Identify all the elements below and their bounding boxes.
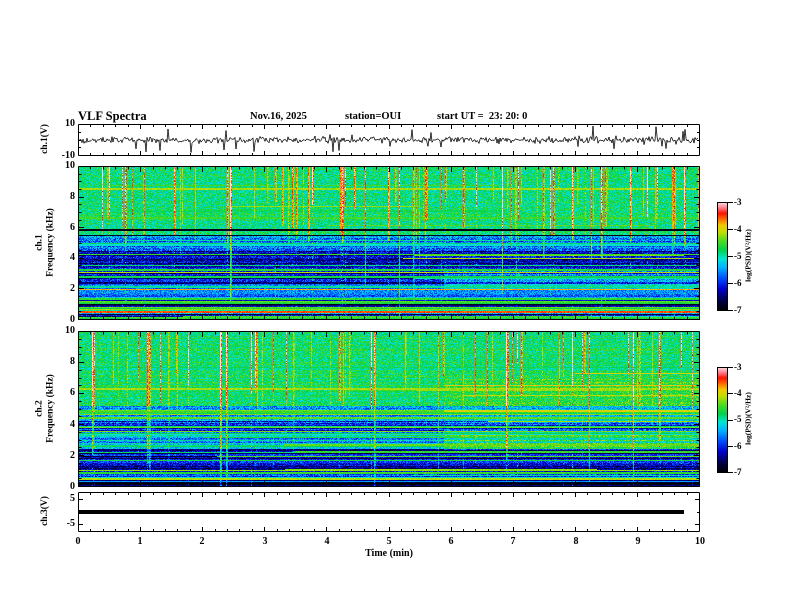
colorbar-ch2 [717, 367, 734, 473]
x-tick-label: 1 [137, 536, 143, 547]
y-tick-label: -5 [66, 518, 75, 529]
ch1-spectrogram-panel [78, 166, 700, 320]
y-tick-label: 5 [70, 493, 75, 504]
date-label: Nov.16, 2025 [250, 111, 307, 122]
y-tick-label: 2 [70, 283, 75, 294]
x-tick-label: 3 [262, 536, 268, 547]
colorbar-tick-label: -6 [734, 278, 742, 288]
y-tick-label: 6 [70, 222, 75, 233]
x-tick-label: 7 [510, 536, 516, 547]
colorbar-ch1 [717, 202, 734, 311]
ch3-waveform-panel [78, 492, 700, 532]
colorbar-tick-label: -3 [734, 197, 742, 207]
y-tick-label: 2 [70, 450, 75, 461]
colorbar-tick-label: -5 [734, 251, 742, 261]
x-tick-label: 9 [635, 536, 641, 547]
y-tick-label: 10 [65, 118, 75, 129]
station-label: station=OUI [345, 111, 402, 122]
ch1-axis-channel: ch.1 [34, 234, 45, 251]
x-tick-label: 0 [75, 536, 81, 547]
colorbar-tick-label: -7 [734, 467, 742, 477]
y-tick-label: -10 [61, 150, 75, 161]
colorbar-tick-label: -7 [734, 305, 742, 315]
y-tick-label: 8 [70, 356, 75, 367]
x-tick-label: 4 [324, 536, 330, 547]
colorbar-tick-label: -5 [734, 414, 742, 424]
colorbar-tick-label: -3 [734, 362, 742, 372]
x-tick-label: 5 [386, 536, 392, 547]
y-tick-label: 8 [70, 191, 75, 202]
x-axis-title: Time (min) [365, 548, 413, 559]
x-tick-label: 10 [695, 536, 705, 547]
x-tick-label: 8 [573, 536, 579, 547]
start-ut-label: start UT = 23: 20: 0 [437, 111, 528, 122]
y-tick-label: 10 [65, 325, 75, 336]
y-tick-label: 10 [65, 160, 75, 171]
y-tick-label: 0 [70, 314, 75, 325]
y-tick-label: 4 [70, 419, 75, 430]
colorbar-tick-label: -4 [734, 224, 742, 234]
ch1-waveform-panel [78, 124, 700, 156]
x-tick-label: 2 [199, 536, 205, 547]
y-tick-label: 0 [70, 481, 75, 492]
colorbar-tick-label: -6 [734, 441, 742, 451]
y-tick-label: 4 [70, 252, 75, 263]
y-tick-label: 6 [70, 387, 75, 398]
ch2-spectrogram-panel [78, 331, 700, 487]
ch2-axis-channel: ch.2 [34, 400, 45, 417]
x-tick-label: 6 [448, 536, 454, 547]
colorbar-tick-label: -4 [734, 388, 742, 398]
